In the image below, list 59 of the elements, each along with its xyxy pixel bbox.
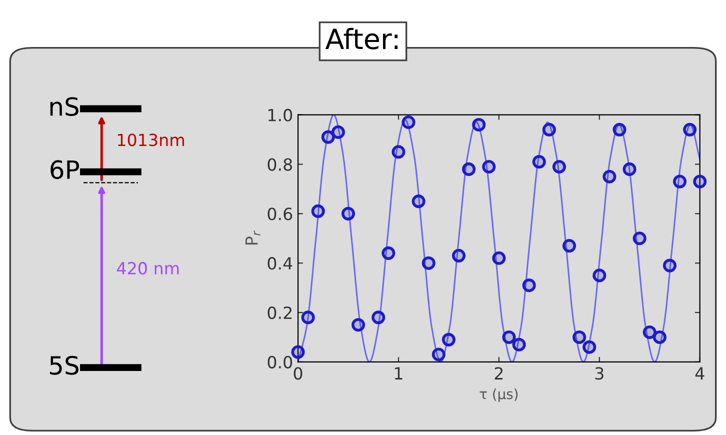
point — [562, 239, 576, 253]
x-tick-label: 4 — [695, 367, 704, 380]
y-tick-label: 0.4 — [268, 257, 292, 270]
x-tick-label: 3 — [595, 367, 604, 380]
point — [582, 340, 596, 354]
point — [452, 248, 466, 262]
y-tick-label: 0.2 — [268, 306, 292, 320]
point — [392, 145, 406, 159]
point — [512, 338, 526, 352]
point — [592, 268, 606, 282]
y-tick-label: 0.8 — [268, 158, 292, 171]
point — [622, 162, 636, 176]
point — [693, 174, 707, 188]
text: After: — [325, 28, 398, 50]
point — [532, 155, 546, 169]
point — [673, 174, 687, 188]
y-tick-label: 0.6 — [268, 208, 292, 220]
x-tick-label: 1 — [395, 367, 402, 380]
point — [432, 348, 446, 362]
point — [492, 251, 506, 265]
text: 420 nm — [116, 262, 179, 275]
point — [462, 162, 476, 176]
point — [352, 318, 366, 332]
point — [542, 122, 556, 136]
point — [652, 330, 666, 344]
point — [321, 130, 335, 144]
point — [662, 258, 676, 272]
point — [552, 160, 566, 174]
point — [642, 326, 656, 340]
point — [331, 125, 345, 139]
point — [402, 115, 416, 130]
category-label: nS — [50, 97, 78, 116]
x-axis-title: τ (μs) — [480, 388, 518, 402]
point — [522, 278, 536, 292]
point — [442, 332, 456, 346]
text: 1013nm — [118, 134, 184, 146]
point — [683, 122, 697, 136]
y-tick-label: 1.0 — [268, 108, 292, 122]
point — [632, 232, 646, 246]
point — [482, 160, 496, 174]
point — [311, 204, 325, 218]
point — [412, 194, 426, 208]
y-axis-title: P$_{r}$ — [245, 230, 260, 244]
point — [472, 118, 486, 132]
x-tick-label: 0 — [294, 367, 302, 380]
point — [502, 330, 516, 344]
category-label: 6P — [50, 160, 80, 180]
y-tick-label: 0.0 — [268, 356, 292, 368]
point — [612, 122, 626, 136]
point — [301, 310, 315, 324]
point — [572, 330, 586, 344]
point — [341, 206, 356, 220]
point — [382, 246, 396, 260]
point — [372, 310, 386, 324]
point — [422, 256, 436, 270]
point — [602, 170, 616, 184]
category-label: 5S — [50, 356, 78, 375]
x-tick-label: 2 — [494, 367, 503, 380]
point — [291, 345, 305, 359]
